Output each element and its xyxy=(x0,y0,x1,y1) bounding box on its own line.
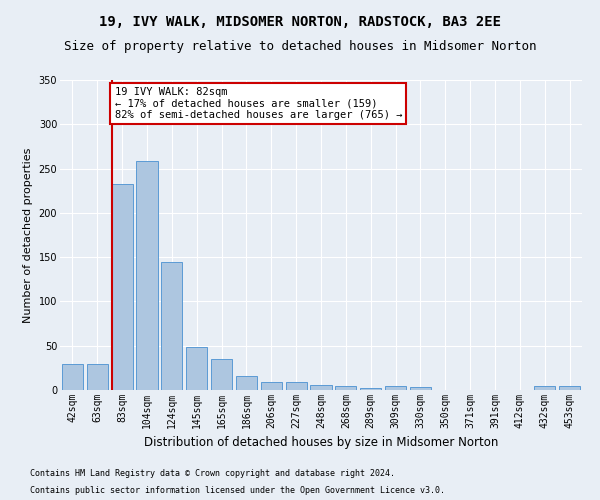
Y-axis label: Number of detached properties: Number of detached properties xyxy=(23,148,33,322)
Bar xyxy=(186,346,207,390)
Bar xyxy=(286,382,307,390)
Bar xyxy=(136,162,158,390)
Bar xyxy=(310,384,332,390)
Bar xyxy=(161,262,182,390)
Bar xyxy=(534,386,555,390)
Bar xyxy=(559,386,580,390)
Text: Contains HM Land Registry data © Crown copyright and database right 2024.: Contains HM Land Registry data © Crown c… xyxy=(30,468,395,477)
Bar xyxy=(112,184,133,390)
X-axis label: Distribution of detached houses by size in Midsomer Norton: Distribution of detached houses by size … xyxy=(144,436,498,450)
Bar xyxy=(87,364,108,390)
Bar xyxy=(236,376,257,390)
Bar xyxy=(261,382,282,390)
Bar xyxy=(211,359,232,390)
Text: 19, IVY WALK, MIDSOMER NORTON, RADSTOCK, BA3 2EE: 19, IVY WALK, MIDSOMER NORTON, RADSTOCK,… xyxy=(99,15,501,29)
Bar xyxy=(385,386,406,390)
Bar xyxy=(360,388,381,390)
Text: Size of property relative to detached houses in Midsomer Norton: Size of property relative to detached ho… xyxy=(64,40,536,53)
Text: 19 IVY WALK: 82sqm
← 17% of detached houses are smaller (159)
82% of semi-detach: 19 IVY WALK: 82sqm ← 17% of detached hou… xyxy=(115,87,402,120)
Text: Contains public sector information licensed under the Open Government Licence v3: Contains public sector information licen… xyxy=(30,486,445,495)
Bar xyxy=(62,364,83,390)
Bar xyxy=(335,386,356,390)
Bar xyxy=(410,388,431,390)
